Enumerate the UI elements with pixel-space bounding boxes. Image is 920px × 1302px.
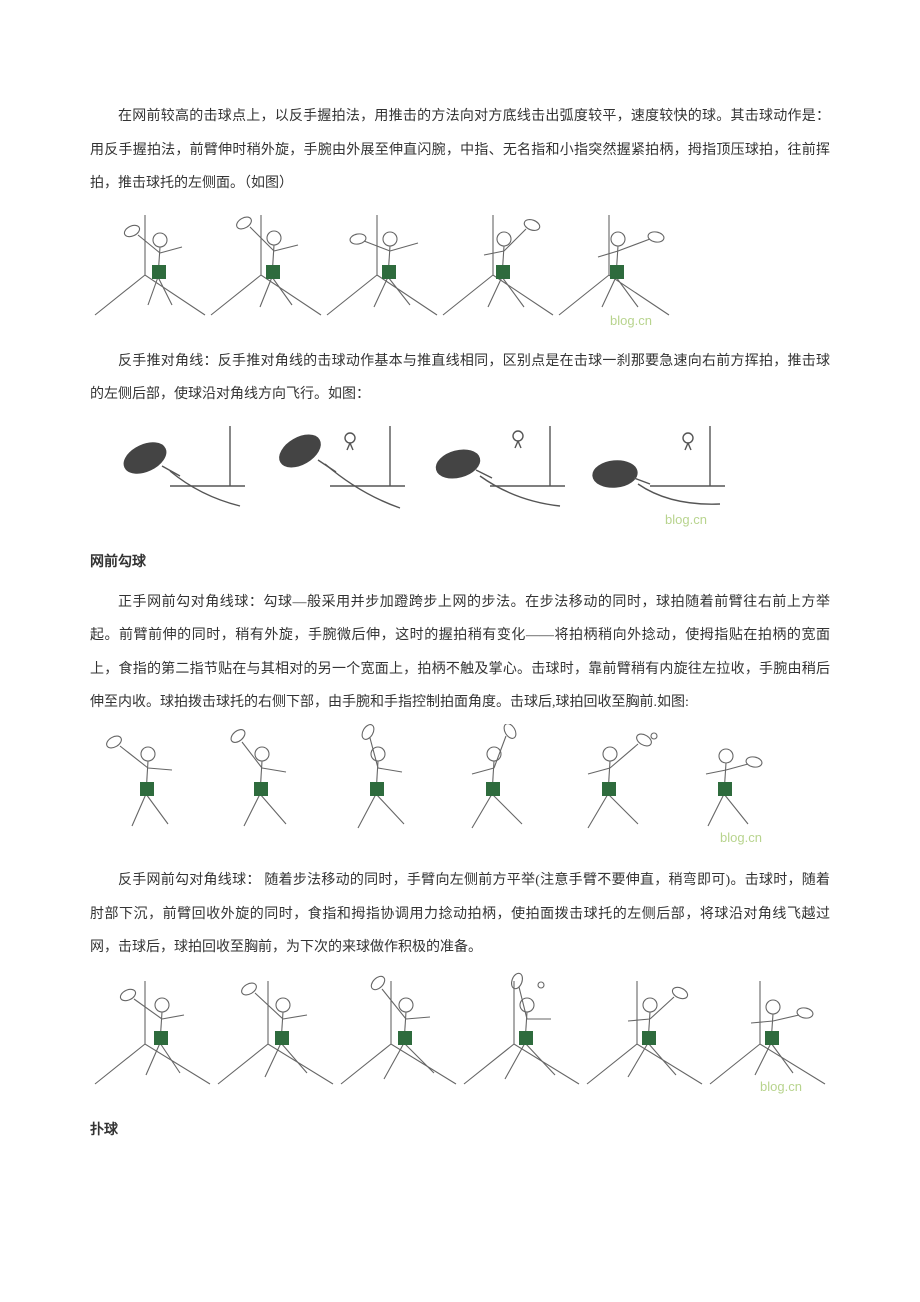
heading-net-hook: 网前勾球: [90, 546, 830, 580]
svg-text:blog.cn: blog.cn: [720, 830, 762, 845]
paragraph-2: 反手推对角线：反手推对角线的击球动作基本与推直线相同，区别点是在击球一刹那要急速…: [90, 345, 830, 412]
figure-1: blog.cn: [90, 205, 830, 335]
paragraph-4: 反手网前勾对角线球： 随着步法移动的同时，手臂向左侧前方平举(注意手臂不要伸直，…: [90, 864, 830, 965]
figure-3: blog.cn: [90, 724, 830, 854]
paragraph-3: 正手网前勾对角线球：勾球—般采用并步加蹬跨步上网的步法。在步法移动的同时，球拍随…: [90, 586, 830, 720]
svg-text:blog.cn: blog.cn: [665, 512, 707, 527]
figure-2-svg: blog.cn: [90, 416, 730, 536]
document-page: 在网前较高的击球点上，以反手握拍法，用推击的方法向对方底线击出弧度较平，速度较快…: [0, 0, 920, 1193]
svg-text:blog.cn: blog.cn: [610, 313, 652, 328]
figure-2: blog.cn: [90, 416, 830, 536]
figure-4: blog.cn: [90, 969, 830, 1104]
figure-4-svg: blog.cn: [90, 969, 830, 1104]
paragraph-1: 在网前较高的击球点上，以反手握拍法，用推击的方法向对方底线击出弧度较平，速度较快…: [90, 100, 830, 201]
figure-1-svg: blog.cn: [90, 205, 670, 335]
figure-3-svg: blog.cn: [90, 724, 790, 854]
svg-text:blog.cn: blog.cn: [760, 1079, 802, 1094]
heading-smash: 扑球: [90, 1114, 830, 1148]
